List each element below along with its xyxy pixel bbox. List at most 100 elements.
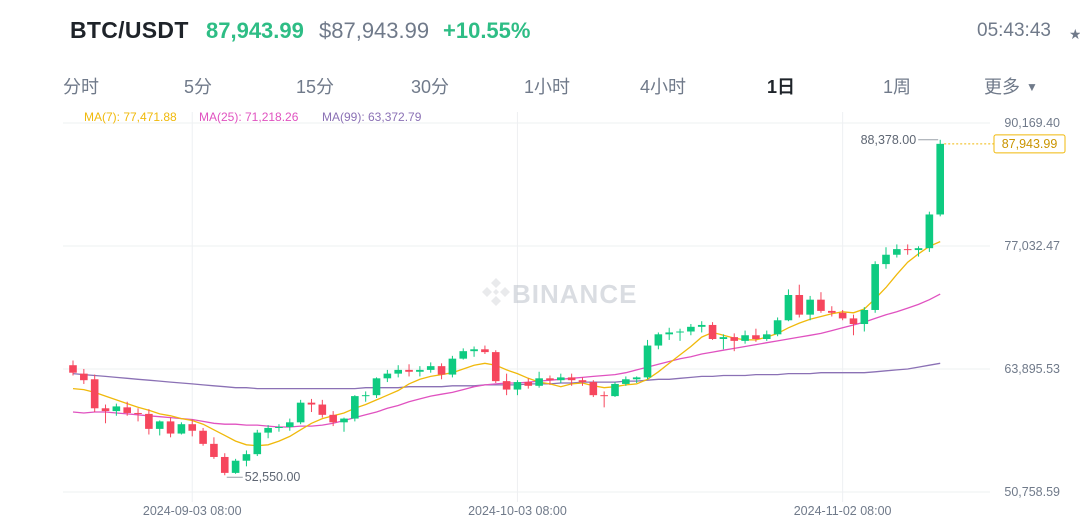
candle-68: [806, 295, 814, 321]
candle-body: [611, 383, 619, 397]
candle-body: [253, 432, 262, 455]
candle-3: [101, 404, 110, 424]
candle-body: [849, 318, 858, 325]
ticker-header: BTC/USDT 87,943.99 $87,943.99 +10.55% 05…: [0, 0, 1080, 62]
candle-body: [470, 349, 478, 352]
usd-price: $87,943.99: [319, 18, 430, 43]
y-tick-label: 50,758.59: [1004, 485, 1060, 499]
candle-17: [253, 429, 262, 457]
candle-body: [719, 337, 728, 339]
star-icon[interactable]: ★: [1069, 26, 1080, 42]
candle-71: [838, 309, 847, 321]
binance-diamond-shape: [482, 278, 510, 306]
candle-body: [838, 312, 847, 319]
candle-body: [893, 249, 901, 255]
tab-interval-1[interactable]: 5分: [184, 73, 212, 99]
clock-time: 05:43:43: [977, 20, 1051, 41]
candle-33: [426, 362, 435, 373]
tab-label: 30分: [411, 77, 450, 97]
candle-body: [708, 324, 717, 339]
candle-body: [546, 378, 554, 381]
candle-body: [773, 320, 782, 335]
tab-interval-8[interactable]: 更多 ▼: [984, 73, 1038, 99]
tab-interval-5[interactable]: 4小时: [640, 73, 686, 99]
candle-1: [80, 368, 88, 384]
candle-body: [134, 412, 142, 414]
candle-body: [741, 335, 749, 341]
candle-body: [914, 248, 923, 251]
candle-body: [557, 377, 565, 381]
candle-38: [481, 345, 489, 354]
candle-40: [502, 373, 511, 396]
binance-logo-icon: [482, 278, 510, 306]
candle-body: [925, 214, 934, 249]
candle-46: [567, 373, 576, 386]
candle-body: [286, 422, 294, 428]
candle-14: [220, 453, 229, 476]
tab-label: 分时: [63, 77, 99, 97]
candle-body: [578, 380, 587, 383]
candle-body: [80, 373, 88, 381]
candle-5: [123, 401, 131, 416]
candle-31: [405, 364, 413, 377]
candle-42: [524, 378, 533, 389]
candle-body: [372, 378, 381, 396]
tab-interval-6[interactable]: 1日: [767, 73, 795, 99]
tab-label: 1小时: [524, 77, 571, 97]
candle-9: [166, 417, 175, 438]
tab-label: 更多: [984, 77, 1020, 97]
candle-8: [155, 420, 164, 436]
candle-body: [687, 326, 695, 332]
candle-44: [546, 375, 554, 385]
candle-26: [351, 395, 359, 422]
candle-body: [882, 254, 890, 265]
candle-body: [426, 366, 435, 370]
candle-25: [340, 417, 348, 432]
candle-18: [264, 425, 272, 439]
candle-body: [242, 454, 251, 461]
candle-body: [231, 460, 240, 473]
candle-59: [708, 322, 717, 340]
candle-48: [589, 380, 598, 398]
candle-body: [383, 373, 392, 379]
high-price-label: 88,378.00: [861, 133, 917, 147]
candle-body: [643, 345, 652, 378]
candle-23: [318, 399, 327, 418]
candle-15: [231, 458, 240, 474]
candle-78: [914, 246, 923, 257]
candle-20: [286, 418, 294, 431]
candle-70: [828, 306, 836, 317]
candle-body: [491, 352, 500, 382]
y-tick-label: 63,895.53: [1004, 362, 1060, 376]
candle-body: [784, 294, 793, 321]
y-tick-label: 77,032.47: [1004, 239, 1060, 253]
candle-body: [860, 309, 869, 325]
candle-body: [481, 349, 489, 353]
candle-body: [351, 396, 359, 419]
tab-interval-2[interactable]: 15分: [296, 73, 334, 99]
candle-body: [275, 427, 283, 429]
candle-body: [513, 382, 522, 390]
candle-body: [394, 369, 402, 374]
candle-body: [524, 382, 533, 386]
candle-body: [340, 418, 348, 423]
ma7-line: [72, 241, 941, 447]
candle-64: [762, 330, 771, 341]
x-tick-label: 2024-09-03 08:00: [143, 504, 242, 518]
candlestick-chart[interactable]: BINANCE MA(7): 77,471.88 MA(25): 71,218.26…: [0, 104, 1080, 523]
tab-interval-0[interactable]: 分时: [63, 73, 99, 99]
candle-39: [491, 350, 500, 384]
candle-body: [676, 331, 684, 333]
tab-label: 1日: [767, 77, 796, 97]
tab-interval-7[interactable]: 1周: [883, 73, 911, 99]
watermark-text: BINANCE: [512, 279, 637, 309]
current-price-box: [993, 134, 1066, 154]
candle-body: [329, 414, 337, 423]
current-price-label: 87,943.99: [1002, 137, 1058, 151]
tab-interval-3[interactable]: 30分: [411, 73, 449, 99]
candle-66: [784, 289, 793, 322]
pair-name[interactable]: BTC/USDT: [70, 17, 189, 43]
tab-interval-4[interactable]: 1小时: [524, 73, 570, 99]
candle-6: [134, 408, 142, 422]
candle-body: [188, 424, 197, 431]
